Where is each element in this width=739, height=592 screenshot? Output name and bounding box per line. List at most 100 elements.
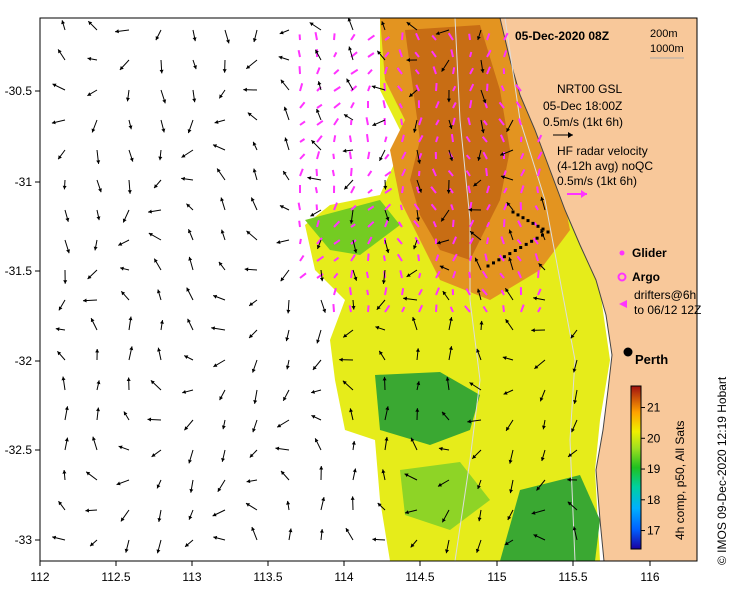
hf-radar-arrow [367, 253, 370, 262]
hf-radar-arrow [450, 49, 454, 58]
model-current-arrowhead [435, 31, 440, 35]
hf-radar-arrow [350, 254, 356, 262]
model-current-arrowhead [283, 171, 287, 175]
model-current-arrowhead [61, 20, 65, 25]
model-current-arrowhead [244, 267, 249, 272]
hf-radar-arrow [450, 133, 454, 143]
hf-radar-arrow [415, 186, 420, 194]
hf-radar-arrow [367, 205, 375, 211]
model-current-arrowhead [322, 308, 327, 313]
x-tick-label: 115.5 [558, 570, 587, 584]
model-current-arrowhead [345, 528, 350, 533]
hf-radar-arrow [396, 67, 403, 75]
model-current-arrowhead [372, 537, 376, 542]
model-current-arrowhead [502, 356, 507, 360]
model-current-arrowhead [441, 217, 445, 222]
model-current-arrowhead [187, 318, 191, 323]
model-current-arrowhead [120, 517, 125, 522]
model-current-arrowhead [251, 197, 255, 202]
model-current-arrowhead [128, 125, 133, 130]
model-current-arrowhead [480, 69, 485, 73]
hf-radar-arrow [431, 168, 437, 177]
hf-radar-arrow [486, 237, 490, 245]
model-current-arrowhead [121, 291, 126, 296]
model-current-arrowhead [58, 306, 63, 311]
model-current-arrowhead [159, 69, 164, 74]
hf-radar-arrow [348, 305, 352, 313]
x-tick-label: 116 [640, 570, 659, 584]
model-current-arrowhead [87, 57, 92, 61]
model-current-arrowhead [184, 355, 189, 359]
hf-radar-arrow [435, 136, 439, 143]
hf-radar-arrow [366, 133, 369, 143]
model-current-arrowhead [182, 390, 187, 394]
hf-radar-arrow [448, 187, 454, 194]
colorbar-tick-label: 21 [647, 401, 661, 415]
model-current-arrowhead [446, 189, 451, 194]
model-current-arrowhead [96, 407, 100, 412]
glider-track-point [530, 239, 534, 243]
model-current-arrowhead [508, 229, 513, 234]
colorbar-ticks: 17 18 19 20 21 [641, 401, 661, 538]
hf-radar-arrow [467, 185, 471, 194]
model-current-arrowhead [285, 365, 290, 370]
model-current-arrowhead [448, 317, 453, 321]
model-current-arrowhead [418, 188, 423, 193]
model-current-arrowhead [438, 446, 443, 451]
model-current-arrowhead [406, 273, 411, 277]
model-current-arrowhead [319, 277, 324, 282]
glider-track-point [546, 230, 550, 234]
model-current-arrowhead [188, 256, 193, 261]
hf-radar-arrow [520, 304, 525, 313]
hf-radar-arrow [397, 85, 403, 92]
sst-field-cool-patch-2 [375, 372, 480, 445]
hf-radar-arrow [332, 304, 335, 313]
model-current-arrowhead [213, 535, 218, 540]
argo-legend-label: Argo [632, 270, 660, 284]
hf-radar-arrow [502, 305, 505, 313]
hf-radar-arrow [333, 33, 336, 41]
hf-radar-arrow [537, 288, 542, 296]
hf-radar-arrow [350, 101, 355, 109]
model-current-arrowhead [57, 351, 62, 356]
hf-radar-arrow [486, 203, 491, 211]
hf-radar-arrow [532, 237, 539, 245]
sst-field-cool-patch [305, 200, 400, 255]
hf-radar-arrow [515, 84, 522, 92]
model-current-arrowhead [221, 458, 225, 462]
model-current-arrowhead [52, 83, 57, 88]
model-current-arrowhead [219, 94, 223, 99]
model-current-arrowhead [128, 316, 133, 321]
model-current-arrowhead [343, 333, 348, 338]
hf-radar-arrow [350, 185, 356, 194]
hf-radar-arrow [350, 204, 357, 211]
hf-radar-arrow [500, 289, 505, 296]
hf-radar-arrow [486, 185, 490, 194]
model-current-arrowhead [538, 263, 543, 268]
model-current-arrowhead [342, 148, 347, 153]
hf-radar-arrow [299, 120, 306, 126]
drifters-legend-marker [619, 300, 627, 308]
hf-radar-arrow [384, 219, 389, 228]
model-current-arrowhead [286, 500, 291, 505]
model-current-arrowhead [501, 175, 505, 180]
model-current-arrowhead [288, 528, 293, 533]
glider-legend-label: Glider [632, 246, 667, 260]
model-current-arrowhead [86, 471, 91, 476]
model-current-arrowhead [283, 106, 288, 111]
x-axis-ticks: 112 112.5 113 113.5 114 114.5 115 115.5 116 [30, 561, 660, 584]
hf-radar-arrow [452, 270, 457, 279]
model-current-arrowhead [311, 140, 316, 145]
model-current-arrowhead [96, 216, 101, 221]
hf-radar-arrow [469, 255, 473, 262]
model-current-arrowhead [92, 436, 96, 441]
hf-radar-arrow [400, 118, 403, 126]
hf-radar-arrow [464, 305, 471, 313]
model-current-arrowhead [129, 157, 134, 162]
hf-radar-arrow [500, 85, 505, 92]
model-current-arrowhead [129, 346, 134, 351]
hf-radar-arrow [520, 136, 523, 143]
hf-radar-arrow [418, 117, 423, 126]
model-current-arrowhead [410, 437, 415, 442]
